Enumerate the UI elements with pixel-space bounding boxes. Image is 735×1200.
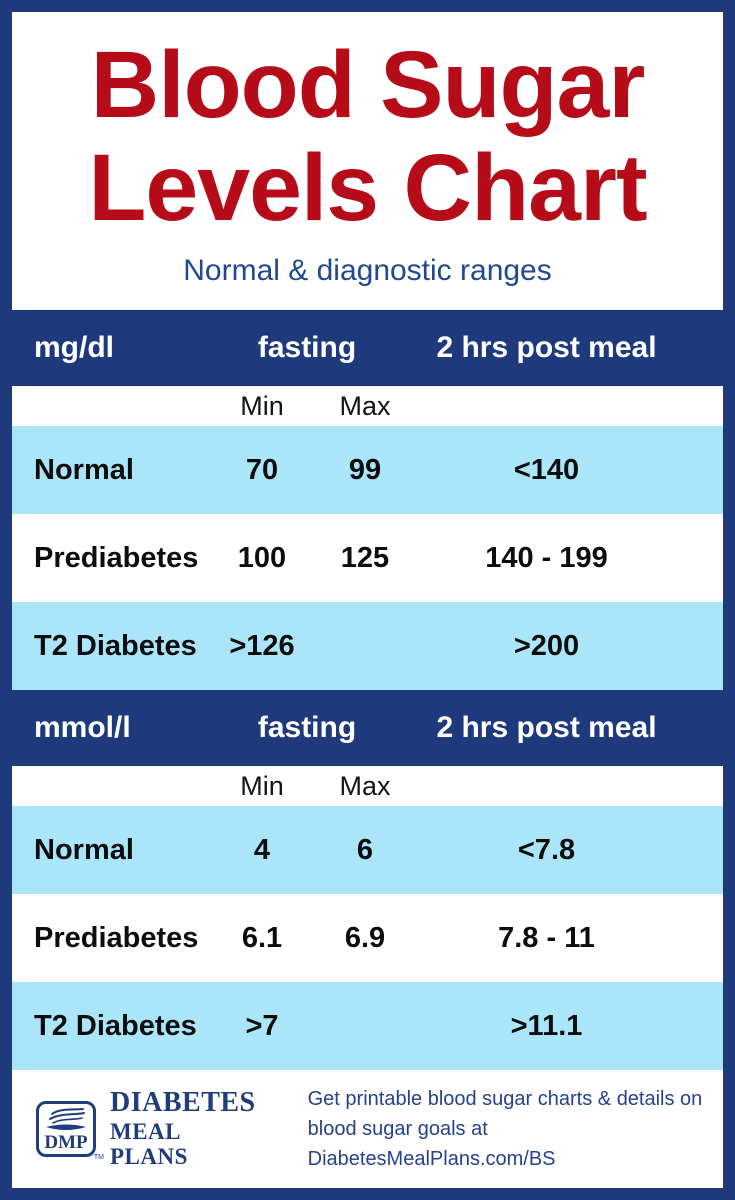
row-postmeal-value: <140: [513, 453, 580, 486]
row-min-value: 6.1: [241, 921, 283, 954]
mgdl-fasting-header: fasting: [257, 331, 357, 364]
mmoll-unit-label: mmol/l: [34, 711, 131, 744]
mgdl-max-label: Max: [339, 390, 391, 421]
dmp-logo: DMP TM: [36, 1101, 104, 1161]
row-max-value: 99: [348, 453, 382, 486]
row-label: T2 Diabetes: [34, 1009, 197, 1042]
footer-tagline-line2: blood sugar goals at DiabetesMealPlans.c…: [307, 1118, 556, 1170]
row-postmeal-value: >11.1: [510, 1009, 583, 1042]
page-title-line1: Blood Sugar: [90, 32, 646, 139]
mmoll-min-label: Min: [240, 770, 284, 801]
dmp-logo-acronym: DMP: [44, 1132, 88, 1153]
row-min-value: >126: [229, 629, 295, 662]
table-row-mgdl-prediabetes: Prediabetes 100 125 140 - 199: [12, 514, 723, 602]
mmoll-postmeal-header: 2 hrs post meal: [436, 711, 657, 744]
table-row-mmoll-normal: Normal 4 6 <7.8: [12, 806, 723, 894]
row-min-value: >7: [245, 1009, 279, 1042]
brand-name-line2: MEAL PLANS: [110, 1119, 188, 1170]
row-label: Normal: [34, 833, 134, 866]
row-postmeal-value: >200: [513, 629, 580, 662]
page-title-line2: Levels Chart: [88, 135, 647, 241]
mgdl-unit-label: mg/dl: [34, 331, 114, 364]
title-block: Blood Sugar Levels Chart Normal & diagno…: [12, 12, 723, 310]
mmoll-max-label: Max: [339, 770, 391, 801]
footer-tagline-line1: Get printable blood sugar charts & detai…: [307, 1088, 703, 1110]
row-label: T2 Diabetes: [34, 629, 197, 662]
row-postmeal-value: 140 - 199: [485, 541, 608, 574]
table-row-mmoll-t2diabetes: T2 Diabetes >7 >11.1: [12, 982, 723, 1070]
row-label: Prediabetes: [34, 541, 199, 574]
footer: DMP TM DIABETES MEAL PLANS Get printable…: [12, 1070, 723, 1188]
row-postmeal-value: <7.8: [517, 833, 576, 866]
row-min-value: 70: [245, 453, 279, 486]
mgdl-minmax-row: Min Max: [12, 386, 723, 426]
mmoll-minmax-row: Min Max: [12, 766, 723, 806]
mgdl-min-label: Min: [240, 390, 284, 421]
page-subtitle: Normal & diagnostic ranges: [183, 253, 552, 287]
row-max-value: 6: [356, 833, 374, 866]
table-row-mmoll-prediabetes: Prediabetes 6.1 6.9 7.8 - 11: [12, 894, 723, 982]
brand-name-line1: DIABETES: [110, 1087, 256, 1119]
mmoll-fasting-header: fasting: [257, 711, 357, 744]
row-min-value: 100: [237, 541, 287, 574]
mgdl-header-band: mg/dl fasting 2 hrs post meal: [12, 310, 723, 386]
brand-wordmark: DIABETES MEAL PLANS: [110, 1087, 256, 1170]
table-row-mgdl-t2diabetes: T2 Diabetes >126 >200: [12, 602, 723, 690]
row-label: Normal: [34, 453, 134, 486]
row-max-value: 6.9: [344, 921, 386, 954]
footer-tagline: Get printable blood sugar charts & detai…: [308, 1084, 705, 1174]
table-row-mgdl-normal: Normal 70 99 <140: [12, 426, 723, 514]
row-postmeal-value: 7.8 - 11: [498, 921, 595, 954]
row-max-value: 125: [340, 541, 390, 574]
row-min-value: 4: [253, 833, 271, 866]
mgdl-postmeal-header: 2 hrs post meal: [436, 331, 657, 364]
mmoll-header-band: mmol/l fasting 2 hrs post meal: [12, 690, 723, 766]
row-label: Prediabetes: [34, 921, 199, 954]
trademark-label: TM: [93, 1154, 104, 1161]
